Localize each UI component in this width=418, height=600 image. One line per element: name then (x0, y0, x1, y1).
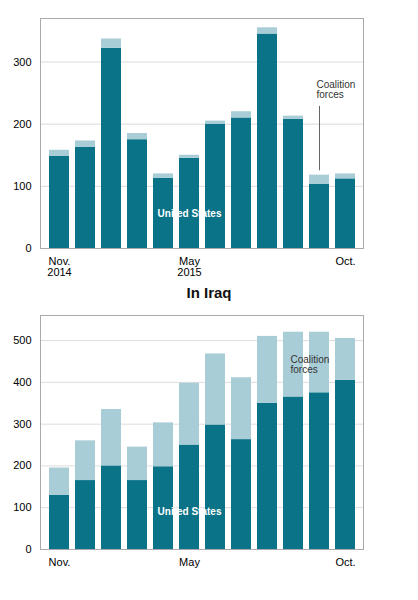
svg-text:0: 0 (25, 543, 31, 555)
svg-text:0: 0 (25, 242, 31, 254)
svg-text:100: 100 (13, 501, 31, 513)
svg-text:300: 300 (13, 56, 31, 68)
svg-text:May2015: May2015 (177, 255, 201, 278)
svg-text:Coalitionforces: Coalitionforces (291, 354, 330, 375)
svg-text:United States: United States (158, 506, 222, 517)
svg-text:Oct.: Oct. (335, 556, 355, 568)
svg-text:500: 500 (13, 334, 31, 346)
svg-text:200: 200 (13, 459, 31, 471)
svg-text:300: 300 (13, 418, 31, 430)
svg-text:United States: United States (158, 208, 222, 219)
svg-text:400: 400 (13, 376, 31, 388)
svg-text:Nov.: Nov. (49, 556, 71, 568)
svg-text:Coalitionforces: Coalitionforces (317, 79, 356, 100)
svg-text:200: 200 (13, 118, 31, 130)
svg-text:Nov.2014: Nov.2014 (47, 255, 71, 278)
svg-text:100: 100 (13, 180, 31, 192)
html-text:In Iraq: In Iraq (186, 284, 232, 301)
svg-text:May: May (179, 556, 200, 568)
svg-text:Oct.: Oct. (335, 255, 355, 267)
